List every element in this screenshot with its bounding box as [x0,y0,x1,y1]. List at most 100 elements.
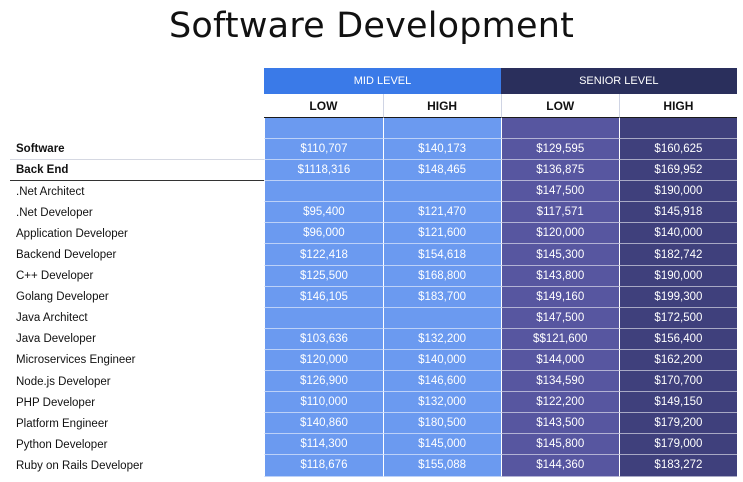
mid-low-value: $110,707 [264,139,383,161]
table-row: Software $110,707 $140,173 $129,595 $160,625 [10,139,737,161]
table-row: Python Developer $114,300 $145,000 $145,800… [10,434,737,456]
mid-low-value: $1118,316 [264,160,383,182]
spacer-cell [264,118,383,139]
senior-high-value: $179,200 [618,413,737,435]
mid-low-value: $126,900 [264,371,383,393]
mid-high-value: $180,500 [382,413,501,435]
senior-low-value: $143,500 [500,413,619,435]
role-name: Ruby on Rails Developer [16,459,144,472]
role-name: Java Developer [16,333,96,346]
mid-low-value: $146,105 [264,286,383,308]
senior-high-value: $199,300 [618,286,737,308]
role-name: Back End [10,160,265,182]
mid-high-value: $145,000 [382,434,501,456]
mid-high-value: $183,700 [382,286,501,308]
mid-low-value: $110,000 [264,392,383,414]
role-name: Application Developer [16,227,128,240]
role-name: Software [10,139,265,161]
senior-low-value: $122,200 [500,392,619,414]
mid-low-value: $95,400 [264,202,383,224]
senior-low-value: $149,160 [500,286,619,308]
senior-high-value: $183,272 [618,455,737,477]
senior-low-value: $134,590 [500,371,619,393]
mid-high-value: $155,088 [382,455,501,477]
senior-low-header: LOW [500,94,619,118]
mid-level-header: MID LEVEL [264,68,501,94]
mid-low-value: $96,000 [264,223,383,245]
mid-high-value [382,307,501,329]
senior-high-value: $179,000 [618,434,737,456]
spacer-blank [10,118,264,139]
mid-high-header: HIGH [382,94,501,118]
senior-low-value: $117,571 [500,202,619,224]
senior-low-value: $136,875 [500,160,619,182]
spacer-cell [500,118,619,139]
range-header-blank [10,94,265,118]
senior-high-header: HIGH [618,94,737,118]
mid-low-value: $125,500 [264,265,383,287]
table-row: Node.js Developer $126,900 $146,600 $134,59… [10,371,737,393]
mid-low-value [264,181,383,203]
senior-high-value: $170,700 [618,371,737,393]
senior-high-value: $160,625 [618,139,737,161]
mid-low-value: $118,676 [264,455,383,477]
senior-high-value: $182,742 [618,244,737,266]
senior-high-value: $190,000 [618,181,737,203]
senior-high-value: $156,400 [618,328,737,350]
senior-high-value: $169,952 [618,160,737,182]
role-name: Platform Engineer [16,417,109,430]
role-name: PHP Developer [16,396,96,409]
mid-high-value: $140,173 [382,139,501,161]
spacer-row [10,118,737,139]
senior-low-value: $147,500 [500,181,619,203]
senior-high-value: $149,150 [618,392,737,414]
table-row: Golang Developer $146,105 $183,700 $149,160… [10,286,737,308]
mid-high-value: $154,618 [382,244,501,266]
senior-low-value: $$121,600 [500,328,619,350]
role-name: Python Developer [16,438,108,451]
mid-low-value: $122,418 [264,244,383,266]
role-name: Java Architect [16,312,88,325]
senior-high-value: $140,000 [618,223,737,245]
mid-low-value: $140,860 [264,413,383,435]
senior-low-value: $144,360 [500,455,619,477]
role-name: .Net Developer [16,206,93,219]
mid-high-value: $140,000 [382,349,501,372]
level-header-row: MID LEVEL SENIOR LEVEL [10,68,737,94]
mid-high-value: $168,800 [382,265,501,287]
role-name: Node.js Developer [16,375,111,388]
senior-low-value: $145,300 [500,244,619,266]
mid-high-value: $148,465 [382,160,501,182]
table-row: Ruby on Rails Developer $118,676 $155,088 $… [10,455,737,477]
senior-high-value: $145,918 [618,202,737,224]
role-name: C++ Developer [16,270,94,283]
table-row: C++ Developer $125,500 $168,800 $143,800 $19… [10,265,737,287]
senior-low-value: $145,800 [500,434,619,456]
role-name: Microservices Engineer [16,354,136,367]
header-blank [10,68,265,94]
table-row: .Net Developer $95,400 $121,470 $117,571 $14… [10,202,737,224]
senior-low-value: $129,595 [500,139,619,161]
mid-high-value: $132,200 [382,328,501,350]
table-row: Platform Engineer $140,860 $180,500 $143,50… [10,413,737,435]
table-row: Java Architect $147,500 $172,500 [10,307,737,329]
spacer-cell [382,118,501,139]
range-header-row: LOW HIGH LOW HIGH [10,94,737,118]
role-name: Backend Developer [16,249,117,262]
senior-high-value: $172,500 [618,307,737,329]
senior-level-header: SENIOR LEVEL [500,68,737,94]
mid-low-header: LOW [264,94,383,118]
table-row: .Net Architect $147,500 $190,000 [10,181,737,203]
senior-low-value: $144,000 [500,349,619,372]
senior-high-value: $162,200 [618,349,737,372]
senior-low-value: $143,800 [500,265,619,287]
table-row: PHP Developer $110,000 $132,000 $122,200 $14… [10,392,737,414]
page-title: Software Development [168,6,575,46]
mid-low-value: $114,300 [264,434,383,456]
mid-low-value [264,307,383,329]
mid-high-value [382,181,501,203]
salary-table: MID LEVEL SENIOR LEVEL LOW HIGH LOW HIGH… [10,68,737,477]
table-row: Backend Developer $122,418 $154,618 $145,30… [10,244,737,266]
senior-low-value: $120,000 [500,223,619,245]
table-row: Back End $1118,316 $148,465 $136,875 $169,95… [10,160,737,182]
